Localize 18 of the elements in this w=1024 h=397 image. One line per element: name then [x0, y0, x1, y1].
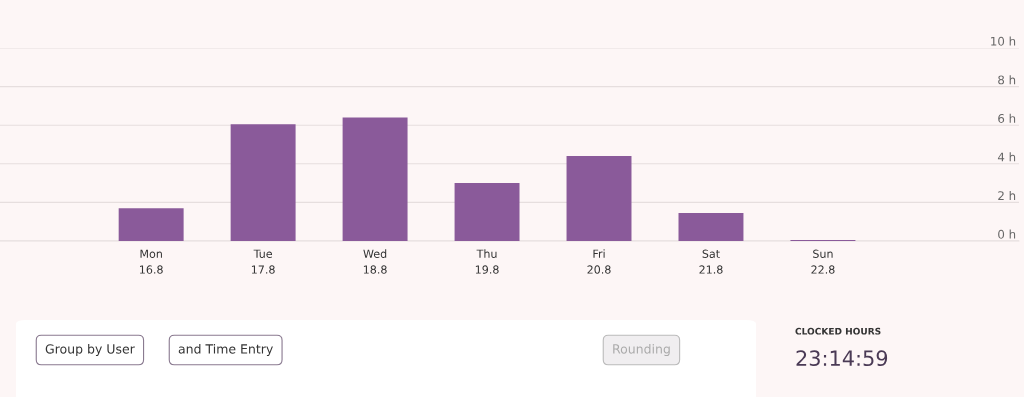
text: 23:14:59 — [796, 350, 888, 367]
y-tick-label: 0 h — [998, 229, 1016, 239]
y-tick-label: 6 h — [998, 113, 1016, 123]
x-tick-label: Mon 16.8 — [140, 249, 163, 274]
text: CLOCKED HOURS — [795, 327, 881, 335]
y-tick-label: 4 h — [997, 152, 1016, 162]
x-tick-label: Fri 20.8 — [587, 249, 611, 274]
x-tick-label: Wed 18.8 — [363, 249, 387, 274]
text: and Time Entry — [178, 343, 273, 357]
x-tick-label: Tue 17.8 — [251, 249, 275, 274]
text: Group by User — [45, 343, 135, 357]
y-tick-label: 10 h — [991, 36, 1016, 46]
y-tick-label: 2 h — [998, 190, 1016, 200]
y-tick-label: 8 h — [998, 75, 1016, 85]
x-tick-label: Sat 21.8 — [699, 249, 723, 274]
x-tick-label: Sun 22.8 — [811, 249, 835, 274]
text: Rounding — [613, 343, 670, 357]
x-tick-label: Thu 19.8 — [475, 249, 499, 274]
